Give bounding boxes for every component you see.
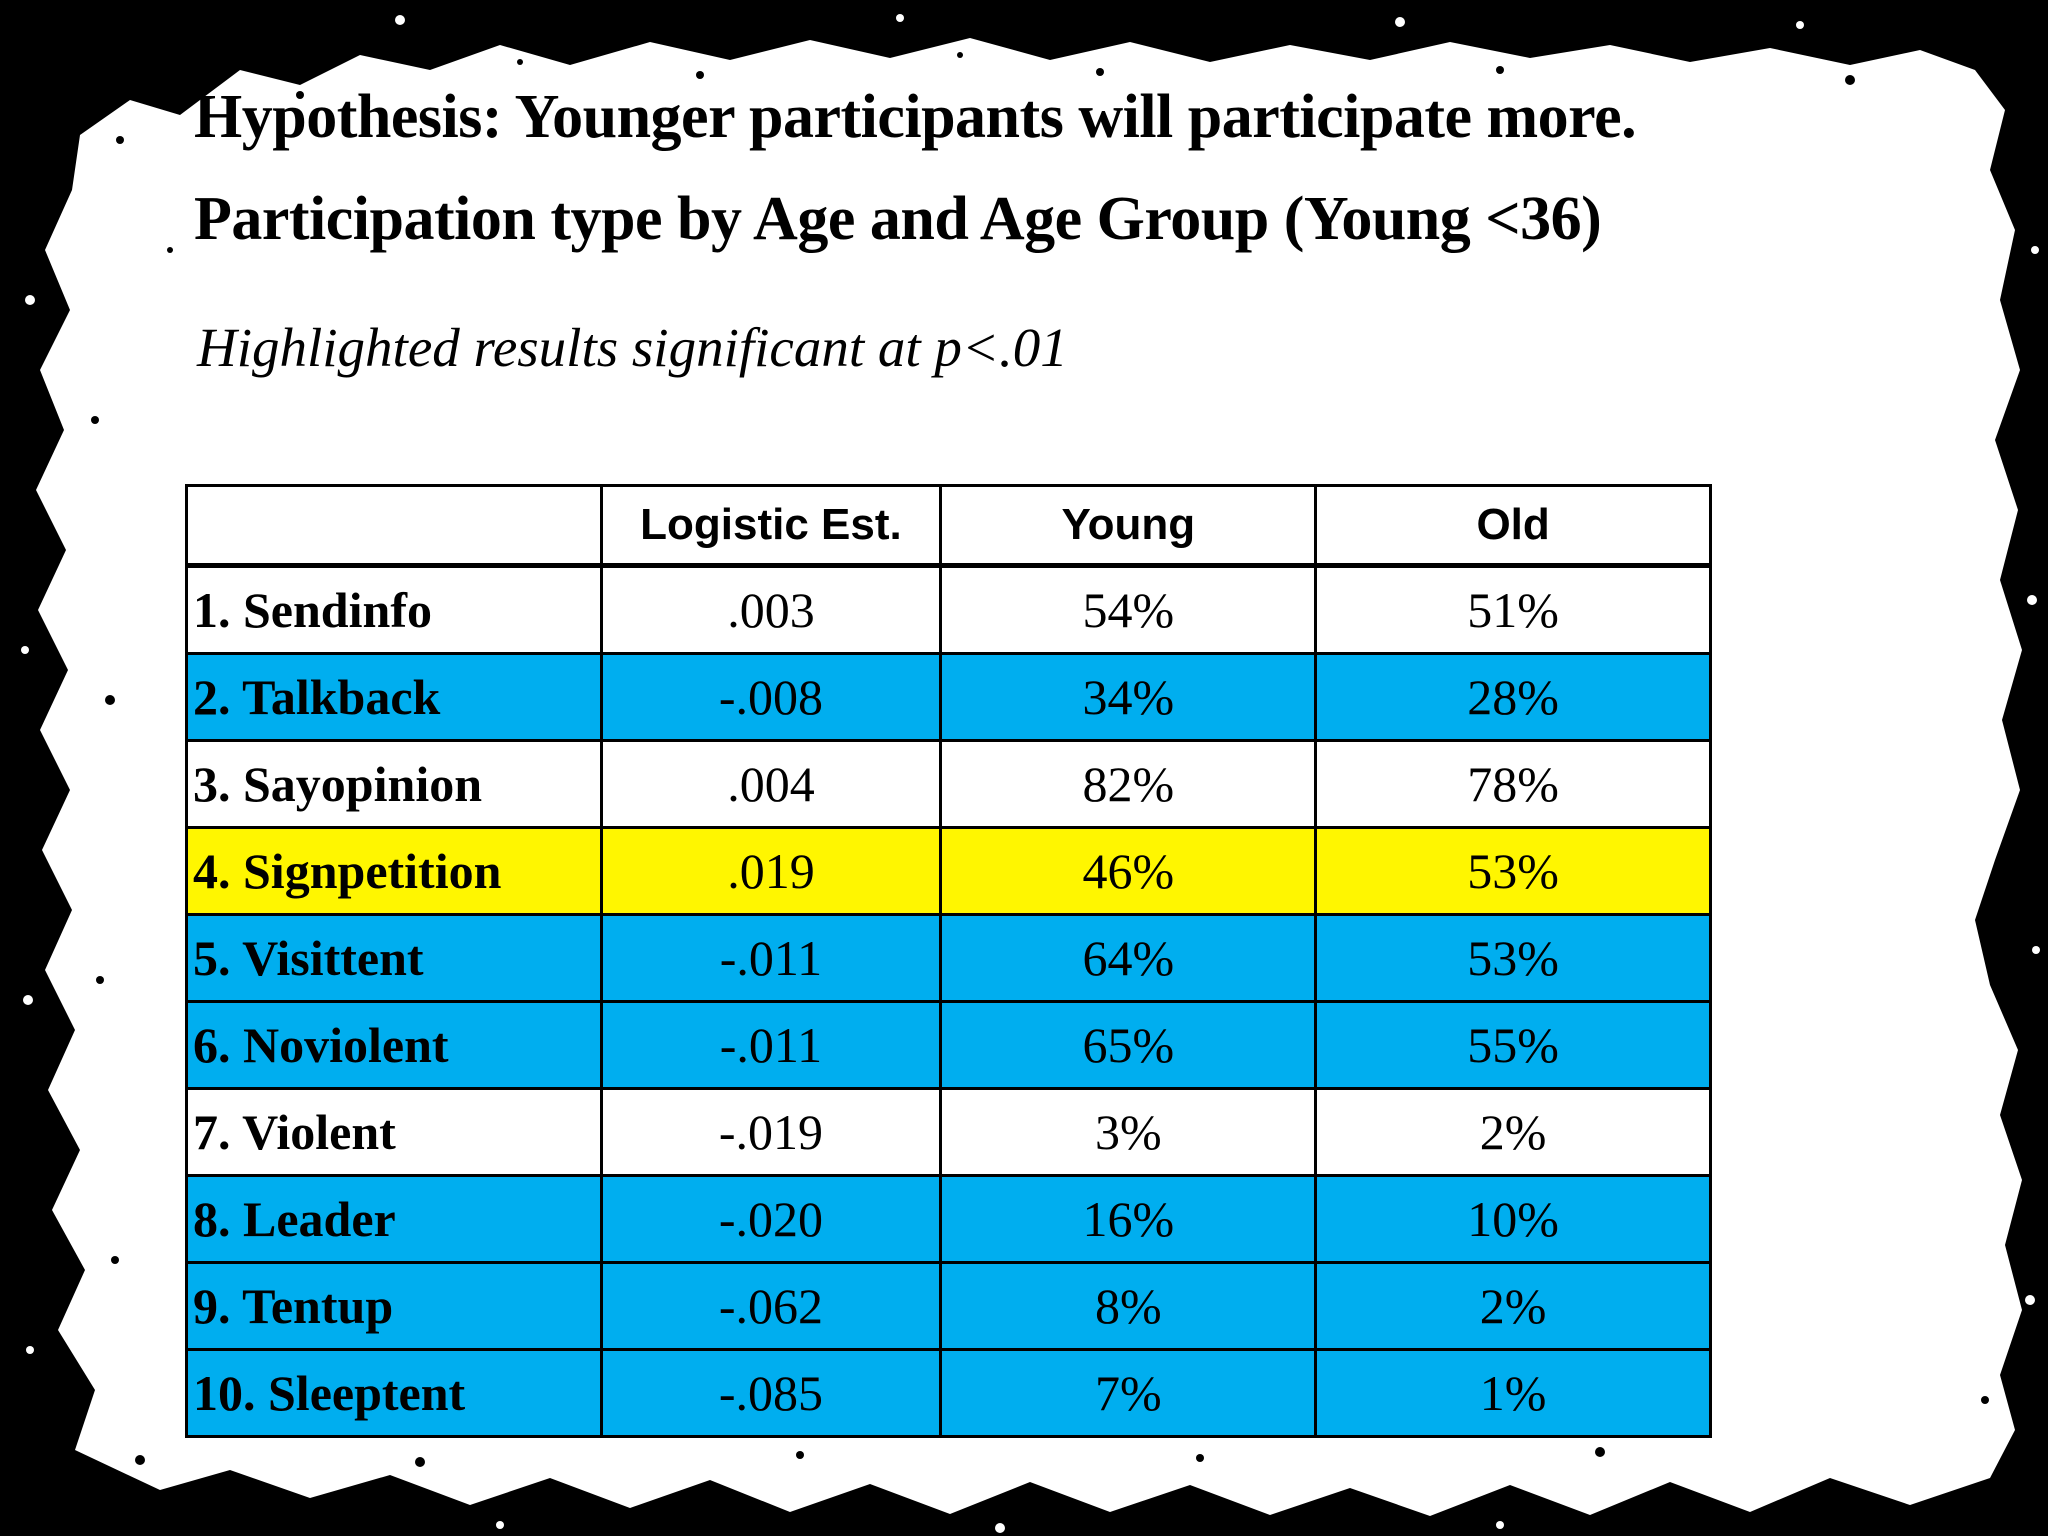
table-header-row: Logistic Est. Young Old bbox=[185, 484, 1712, 568]
old-value: 51% bbox=[1314, 564, 1712, 655]
logistic-est-value: -.020 bbox=[599, 1174, 943, 1264]
row-label: 7. Violent bbox=[185, 1087, 603, 1177]
logistic-est-value: -.062 bbox=[599, 1261, 943, 1351]
logistic-est-value: -.085 bbox=[599, 1348, 943, 1438]
young-value: 8% bbox=[939, 1261, 1318, 1351]
young-value: 54% bbox=[939, 564, 1318, 655]
logistic-est-value: .004 bbox=[599, 739, 943, 829]
table-row: 3. Sayopinion .004 82% 78% bbox=[185, 739, 1712, 829]
old-value: 2% bbox=[1314, 1261, 1712, 1351]
old-value: 53% bbox=[1314, 826, 1712, 916]
table-row: 4. Signpetition .019 46% 53% bbox=[185, 826, 1712, 916]
table-row: 10. Sleeptent -.085 7% 1% bbox=[185, 1348, 1712, 1438]
old-value: 10% bbox=[1314, 1174, 1712, 1264]
young-value: 46% bbox=[939, 826, 1318, 916]
logistic-est-value: .003 bbox=[599, 564, 943, 655]
old-value: 2% bbox=[1314, 1087, 1712, 1177]
logistic-est-value: -.011 bbox=[599, 913, 943, 1003]
row-label: 2. Talkback bbox=[185, 652, 603, 742]
row-label: 6. Noviolent bbox=[185, 1000, 603, 1090]
header-young: Young bbox=[939, 484, 1318, 568]
young-value: 3% bbox=[939, 1087, 1318, 1177]
logistic-est-value: -.011 bbox=[599, 1000, 943, 1090]
old-value: 28% bbox=[1314, 652, 1712, 742]
row-label: 5. Visittent bbox=[185, 913, 603, 1003]
old-value: 55% bbox=[1314, 1000, 1712, 1090]
row-label: 9. Tentup bbox=[185, 1261, 603, 1351]
old-value: 53% bbox=[1314, 913, 1712, 1003]
table-row: 1. Sendinfo .003 54% 51% bbox=[185, 564, 1712, 655]
header-logistic-est: Logistic Est. bbox=[599, 484, 943, 568]
table-row: 8. Leader -.020 16% 10% bbox=[185, 1174, 1712, 1264]
table-row: 7. Violent -.019 3% 2% bbox=[185, 1087, 1712, 1177]
young-value: 7% bbox=[939, 1348, 1318, 1438]
header-old: Old bbox=[1314, 484, 1712, 568]
slide-title-line2: Participation type by Age and Age Group … bbox=[194, 185, 1602, 253]
participation-table: Logistic Est. Young Old 1. Sendinfo .003… bbox=[185, 484, 1712, 1438]
row-label: 1. Sendinfo bbox=[185, 564, 603, 655]
old-value: 1% bbox=[1314, 1348, 1712, 1438]
row-label: 3. Sayopinion bbox=[185, 739, 603, 829]
young-value: 34% bbox=[939, 652, 1318, 742]
logistic-est-value: .019 bbox=[599, 826, 943, 916]
logistic-est-value: -.019 bbox=[599, 1087, 943, 1177]
old-value: 78% bbox=[1314, 739, 1712, 829]
row-label: 8. Leader bbox=[185, 1174, 603, 1264]
young-value: 64% bbox=[939, 913, 1318, 1003]
table-row: 6. Noviolent -.011 65% 55% bbox=[185, 1000, 1712, 1090]
slide-title-line1: Hypothesis: Younger participants will pa… bbox=[194, 83, 1637, 151]
young-value: 82% bbox=[939, 739, 1318, 829]
header-blank bbox=[185, 484, 603, 568]
table-row: 9. Tentup -.062 8% 2% bbox=[185, 1261, 1712, 1351]
table-row: 2. Talkback -.008 34% 28% bbox=[185, 652, 1712, 742]
young-value: 65% bbox=[939, 1000, 1318, 1090]
logistic-est-value: -.008 bbox=[599, 652, 943, 742]
young-value: 16% bbox=[939, 1174, 1318, 1264]
table-row: 5. Visittent -.011 64% 53% bbox=[185, 913, 1712, 1003]
slide-subtitle: Highlighted results significant at p<.01 bbox=[197, 317, 1068, 378]
row-label: 10. Sleeptent bbox=[185, 1348, 603, 1438]
row-label: 4. Signpetition bbox=[185, 826, 603, 916]
